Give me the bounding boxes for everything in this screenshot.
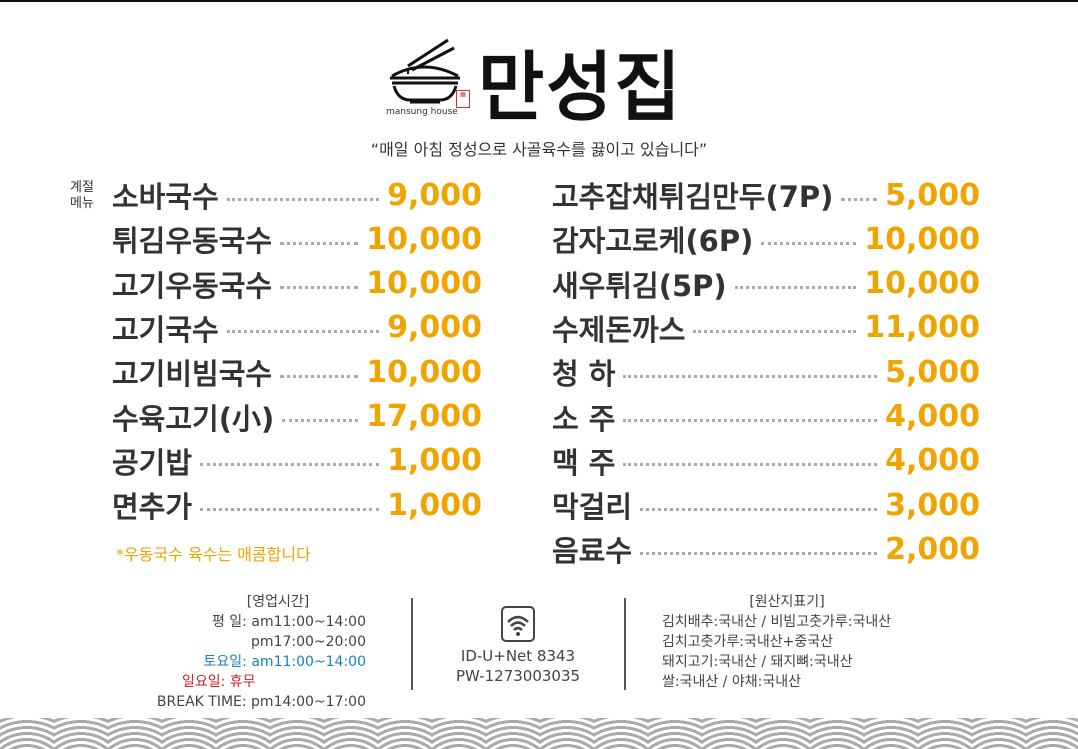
- dot-leader: [734, 286, 857, 290]
- menu-item: 막걸리 3,000: [552, 485, 980, 525]
- dot-leader: [226, 330, 380, 334]
- menu-item: 소 주 4,000: [552, 397, 980, 437]
- brand-logo-text: 만성집: [478, 42, 683, 132]
- menu-item: 수제돈까스 11,000: [552, 308, 980, 348]
- dot-leader: [280, 374, 359, 378]
- menu-item-price: 10,000: [366, 354, 482, 390]
- menu-item-price: 11,000: [864, 310, 980, 346]
- origin-labels: [원산지표기] 김치배추:국내산 / 비빔고춧가루:국내산 김치고춧가루:국내산…: [662, 592, 962, 692]
- divider: [624, 598, 626, 690]
- menu-item: 고기국수 9,000: [112, 308, 482, 348]
- menu-item-name: 수육고기(小): [112, 401, 275, 436]
- menu-item-name: 튀김우동국수: [112, 224, 273, 259]
- menu-item-name: 고기우동국수: [112, 268, 273, 303]
- menu-item-price: 4,000: [885, 399, 980, 434]
- saturday-hours: 토요일: am11:00~14:00: [203, 654, 366, 670]
- menu-item: 고기비빔국수 10,000: [112, 352, 482, 392]
- dot-leader: [693, 330, 857, 334]
- menu-item-name: 고추잡채튀김만두(7P): [552, 180, 834, 214]
- origin-title: [원산지표기]: [749, 594, 825, 610]
- menu-item-name: 고기비빔국수: [112, 357, 273, 392]
- dot-leader: [623, 374, 878, 378]
- dot-leader: [280, 286, 359, 290]
- menu-item: 감자고로케(6P) 10,000: [552, 219, 980, 259]
- menu-item-price: 9,000: [387, 310, 482, 346]
- menu-item-name: 음료수: [552, 534, 633, 569]
- weekday-hours-1: am11:00~14:00: [251, 614, 366, 630]
- menu-item-price: 4,000: [885, 443, 980, 479]
- seal-stamp: ▦: [456, 90, 470, 108]
- weekday-label: 평 일:: [211, 614, 247, 630]
- brand-subtitle: mansung house: [386, 107, 458, 117]
- menu-item-name: 수제돈까스: [552, 312, 686, 347]
- menu-item-price: 1,000: [387, 487, 482, 523]
- noodle-bowl-icon: [390, 38, 460, 104]
- dot-leader: [200, 507, 380, 511]
- dot-leader: [841, 197, 878, 201]
- menu-item: 소바국수 9,000: [112, 175, 482, 215]
- menu-item-price: 10,000: [864, 266, 980, 302]
- menu-item: 새우튀김(5P) 10,000: [552, 264, 980, 304]
- menu-item-price: 5,000: [885, 354, 980, 390]
- origin-line: 쌀:국내산 / 야채:국내산: [662, 674, 801, 690]
- wifi-info: ID-U+Net 8343 PW-1273003035: [420, 646, 616, 686]
- menu-item-price: 1,000: [387, 443, 482, 479]
- dot-leader: [640, 551, 878, 555]
- menu-item-price: 10,000: [366, 266, 482, 302]
- menu-item-price: 5,000: [885, 177, 980, 213]
- hours-title: [영업시간]: [246, 594, 310, 610]
- dot-leader: [200, 463, 380, 467]
- menu-item-name: 고기국수: [112, 312, 219, 347]
- menu-item: 면추가 1,000: [112, 485, 482, 525]
- menu-item: 튀김우동국수 10,000: [112, 219, 482, 259]
- dot-leader: [280, 241, 359, 245]
- origin-line: 김치고춧가루:국내산+중국산: [662, 634, 834, 650]
- menu-item: 청 하 5,000: [552, 352, 980, 392]
- menu-item-name: 감자고로케(6P): [552, 224, 754, 259]
- origin-line: 돼지고기:국내산 / 돼지뼈:국내산: [662, 654, 853, 670]
- dot-leader: [623, 419, 878, 422]
- menu-item-name: 맥 주: [552, 445, 616, 480]
- menu-item-name: 공기밥: [112, 445, 193, 480]
- menu-item: 음료수 2,000: [552, 529, 980, 569]
- wifi-password: PW-1273003035: [455, 667, 581, 685]
- menu-item: 고추잡채튀김만두(7P) 5,000: [552, 175, 980, 215]
- menu-item-price: 9,000: [387, 177, 482, 213]
- menu-item-name: 면추가: [112, 490, 193, 525]
- menu-item-name: 소바국수: [112, 180, 219, 214]
- top-border: [0, 0, 1078, 2]
- origin-line: 김치배추:국내산 / 비빔고춧가루:국내산: [662, 614, 892, 630]
- dot-leader: [282, 419, 359, 422]
- business-hours: [영업시간] 평 일: am11:00~14:00 pm17:00~20:00 …: [130, 592, 366, 712]
- divider: [411, 598, 413, 690]
- sunday-hours: 일요일: 휴무: [182, 674, 256, 690]
- break-time: BREAK TIME: pm14:00~17:00: [156, 694, 366, 710]
- menu-item-price: 17,000: [366, 399, 482, 434]
- menu-item-name: 새우튀김(5P): [552, 268, 727, 303]
- dot-leader: [761, 241, 857, 245]
- wifi-id: ID-U+Net 8343: [460, 647, 576, 665]
- menu-item-price: 10,000: [366, 221, 482, 257]
- menu-item-price: 3,000: [885, 487, 980, 523]
- menu-item-name: 청 하: [552, 357, 616, 392]
- menu-item-name: 막걸리: [552, 490, 633, 525]
- menu-item: 공기밥 1,000: [112, 441, 482, 481]
- wave-pattern: [0, 718, 1078, 749]
- dot-leader: [640, 507, 878, 511]
- menu-note: *우동국수 육수는 매콤합니다: [116, 545, 311, 564]
- menu-item: 수육고기(小) 17,000: [112, 397, 482, 437]
- menu-item-price: 10,000: [864, 221, 980, 257]
- menu-item-name: 소 주: [552, 401, 616, 436]
- menu-item: 고기우동국수 10,000: [112, 264, 482, 304]
- dot-leader: [623, 463, 878, 467]
- weekday-hours-2: pm17:00~20:00: [251, 634, 366, 650]
- menu-item-price: 2,000: [885, 531, 980, 567]
- seasonal-menu-label: 계절 메뉴: [70, 180, 94, 211]
- menu-item: 맥 주 4,000: [552, 441, 980, 481]
- slogan: “매일 아침 정성으로 사골육수를 끓이고 있습니다”: [370, 140, 708, 159]
- dot-leader: [226, 197, 380, 201]
- wifi-icon: [501, 606, 535, 642]
